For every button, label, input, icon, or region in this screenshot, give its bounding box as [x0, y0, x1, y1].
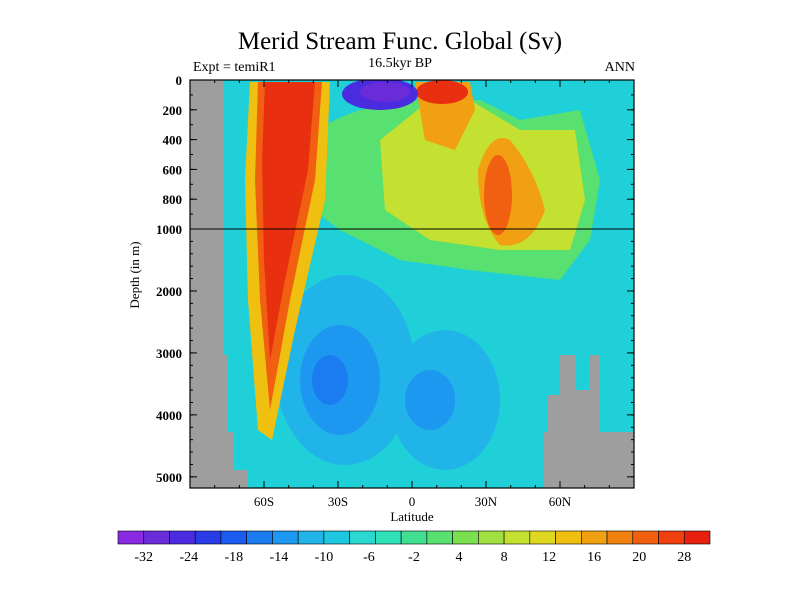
y-axis: 0 200 400 600 800 1000 2000 3000 4000 5000 [156, 73, 634, 485]
colorbar-label: 8 [501, 550, 508, 565]
x-axis: 60S 30S 0 30N 60N [214, 80, 610, 509]
colorbar-swatch [606, 530, 634, 545]
colorbar-label: 28 [677, 550, 691, 565]
season-label: ANN [604, 60, 635, 75]
colorbar-label: 16 [587, 550, 601, 565]
y-tick-label: 3000 [156, 346, 182, 361]
y-tick-label: 0 [176, 73, 183, 88]
colorbar-label: -10 [315, 550, 334, 565]
experiment-label: Expt = temiR1 [193, 60, 276, 75]
colorbar-label: -2 [408, 550, 420, 565]
deep-negative-cell-north-core [405, 370, 455, 430]
colorbar-swatch [349, 530, 376, 545]
x-tick-label: 0 [409, 494, 416, 509]
x-axis-label: Latitude [390, 509, 434, 524]
upper-positive-red-equator [416, 80, 468, 104]
colorbar-label: 12 [542, 550, 556, 565]
colorbar-label: 20 [632, 550, 646, 565]
colorbar-label: -14 [270, 550, 289, 565]
colorbar-swatch [400, 530, 428, 545]
colorbar-swatch [246, 530, 273, 545]
land-north-topography [544, 355, 634, 488]
colorbar-swatch [683, 530, 711, 545]
x-tick-label: 30S [328, 494, 348, 509]
colorbar-swatch [452, 530, 479, 545]
colorbar-swatch [143, 530, 170, 545]
time-label: 16.5kyr BP [368, 56, 432, 71]
colorbar-swatch [297, 530, 325, 545]
colorbar-label: -32 [134, 550, 153, 565]
colorbar-swatch [272, 530, 299, 545]
deep-negative-cell-south-inner [312, 355, 348, 405]
southern-cell-core [262, 82, 315, 360]
y-tick-label: 5000 [156, 470, 182, 485]
colorbar-swatch [426, 530, 453, 545]
surface-negative-cell-core [360, 82, 410, 102]
y-tick-label: 600 [163, 162, 183, 177]
y-tick-label: 4000 [156, 408, 182, 423]
colorbar-swatch [323, 530, 350, 545]
colorbar-swatch [658, 530, 685, 545]
colorbar-label: 4 [456, 550, 463, 565]
colorbar-swatch [555, 530, 582, 545]
chart-title: Merid Stream Func. Global (Sv) [237, 28, 563, 55]
field-layer [190, 80, 634, 488]
x-tick-label: 30N [475, 494, 498, 509]
colorbar-swatch [503, 530, 531, 545]
colorbar-swatch [478, 530, 505, 545]
colorbar-swatch [375, 530, 402, 545]
y-tick-label: 2000 [156, 284, 182, 299]
y-tick-label: 200 [163, 103, 183, 118]
colorbar-swatch [632, 530, 659, 545]
x-tick-label: 60S [254, 494, 274, 509]
colorbar-swatch [117, 530, 145, 545]
y-tick-label: 1000 [156, 222, 182, 237]
colorbar: -32 -24 -18 -14 -10 -6 -2 4 8 12 16 20 28 [117, 530, 711, 565]
colorbar-label: -24 [179, 550, 198, 565]
y-tick-label: 800 [163, 192, 183, 207]
colorbar-swatch [220, 530, 247, 545]
y-axis-label: Depth (in m) [127, 241, 142, 308]
y-tick-label: 400 [163, 133, 183, 148]
colorbar-swatch [581, 530, 608, 545]
land-antarctica [190, 80, 248, 488]
upper-positive-red-north [484, 155, 512, 235]
colorbar-label: -18 [224, 550, 243, 565]
colorbar-swatch [529, 530, 556, 545]
x-tick-label: 60N [549, 494, 572, 509]
colorbar-label: -6 [363, 550, 375, 565]
colorbar-swatch [194, 530, 222, 545]
colorbar-swatch [169, 530, 196, 545]
